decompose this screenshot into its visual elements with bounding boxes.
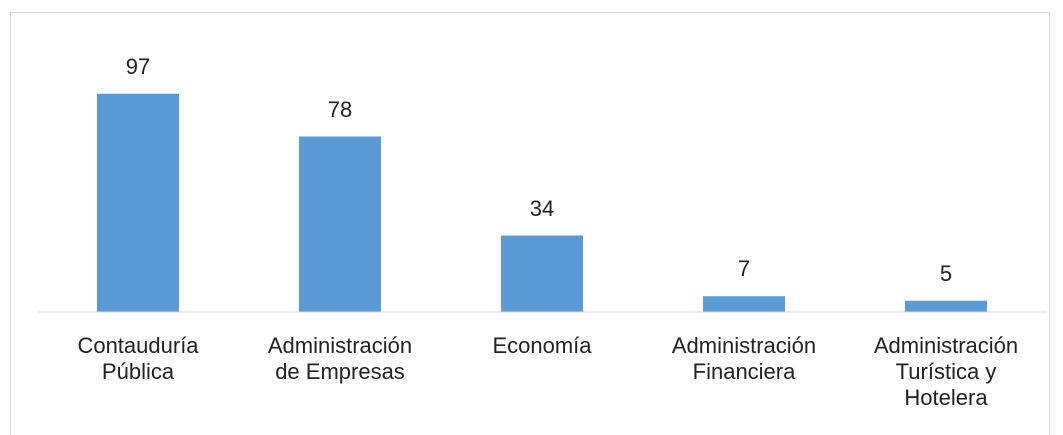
bar: [501, 235, 583, 312]
x-tick-label: Contauduría Pública: [77, 333, 199, 384]
bar: [97, 93, 179, 312]
bar: [905, 300, 987, 312]
x-tick-label: Administración Financiera: [671, 333, 817, 384]
data-label: 97: [125, 53, 151, 79]
chart-frame: [10, 12, 1050, 435]
data-label: 34: [529, 195, 555, 221]
data-label: 5: [939, 260, 953, 286]
data-label: 78: [327, 96, 353, 122]
bar: [299, 136, 381, 312]
x-tick-label: Administración Turística y Hotelera: [873, 333, 1019, 410]
data-label: 7: [737, 256, 751, 282]
x-tick-label: Economía: [492, 333, 592, 358]
x-tick-label: Administración de Empresas: [267, 333, 413, 384]
bar: [703, 296, 785, 312]
